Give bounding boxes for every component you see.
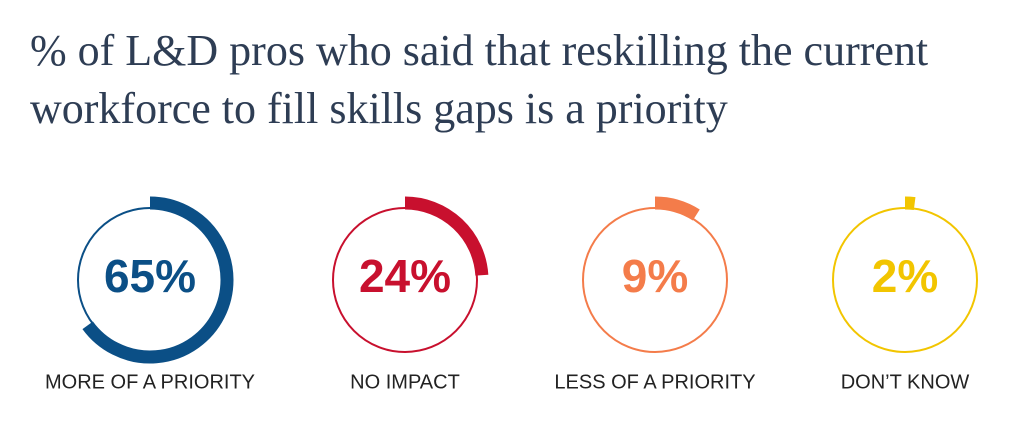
category-label: DON’T KNOW	[841, 371, 970, 393]
value-label: 9%	[622, 250, 688, 302]
arc	[904, 196, 916, 211]
arc	[404, 196, 489, 276]
category-label: MORE OF A PRIORITY	[45, 371, 255, 393]
value-label: 65%	[104, 250, 196, 302]
value-label: 2%	[872, 250, 938, 302]
arc	[82, 196, 234, 364]
category-label: LESS OF A PRIORITY	[554, 371, 755, 393]
value-label: 24%	[359, 250, 451, 302]
category-label: NO IMPACT	[350, 371, 460, 393]
chart-title: % of L&D pros who said that reskilling t…	[30, 26, 929, 133]
arc	[654, 196, 700, 221]
